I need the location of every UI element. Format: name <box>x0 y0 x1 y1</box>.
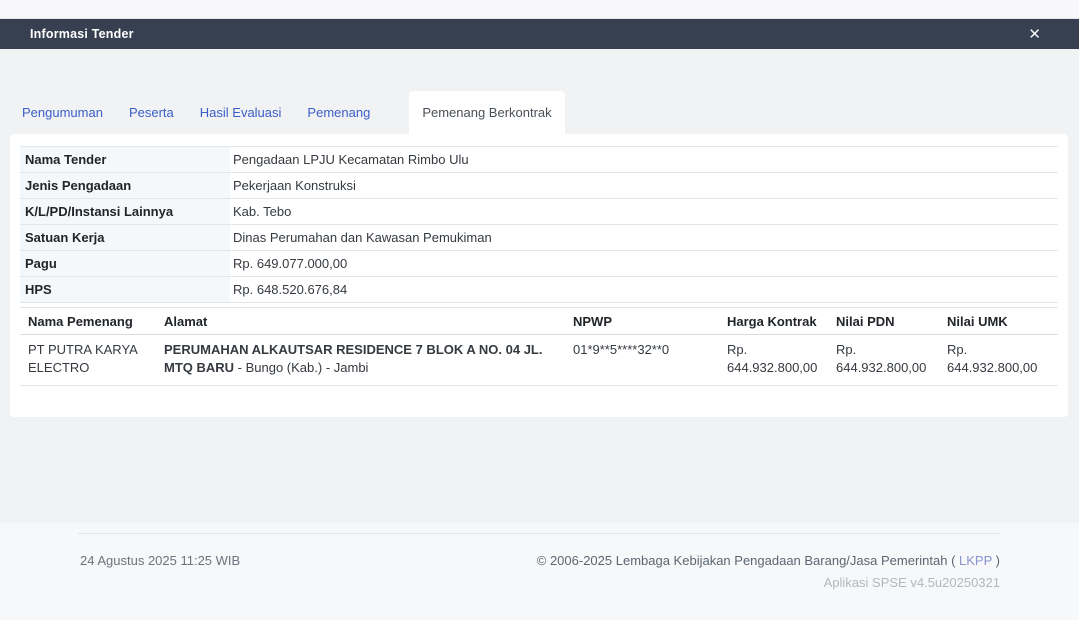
page-top-strip <box>0 0 1079 19</box>
col-header-nilai-pdn: Nilai PDN <box>828 307 939 335</box>
tab-bar: Pengumuman Peserta Hasil Evaluasi Pemena… <box>9 91 565 134</box>
lkpp-link[interactable]: LKPP <box>959 553 993 568</box>
detail-label-jenis-pengadaan: Jenis Pengadaan <box>20 172 230 199</box>
tender-details-table: Nama Tender Pengadaan LPJU Kecamatan Rim… <box>20 146 1058 303</box>
detail-label-satuan-kerja: Satuan Kerja <box>20 224 230 251</box>
tab-pengumuman[interactable]: Pengumuman <box>22 105 103 120</box>
footer-copyright-line: © 2006-2025 Lembaga Kebijakan Pengadaan … <box>537 553 1000 568</box>
detail-value-nama-tender: Pengadaan LPJU Kecamatan Rimbo Ulu <box>230 146 1058 173</box>
tab-pemenang-berkontrak[interactable]: Pemenang Berkontrak <box>409 91 565 134</box>
detail-value-jenis-pengadaan: Pekerjaan Konstruksi <box>230 172 1058 199</box>
col-header-nilai-umk: Nilai UMK <box>939 307 1058 335</box>
detail-value-pagu: Rp. 649.077.000,00 <box>230 250 1058 277</box>
tab-hasil-evaluasi[interactable]: Hasil Evaluasi <box>199 105 282 120</box>
detail-value-instansi: Kab. Tebo <box>230 198 1058 225</box>
detail-label-hps: HPS <box>20 276 230 303</box>
winners-table: Nama Pemenang Alamat NPWP Harga Kontrak … <box>20 307 1058 386</box>
winner-npwp-cell: 01*9**5****32**0 <box>565 334 719 386</box>
winner-address-region: - Bungo (Kab.) - Jambi <box>234 360 369 375</box>
close-icon[interactable]: ✕ <box>1028 24 1041 43</box>
table-row: PT PUTRA KARYA ELECTRO PERUMAHAN ALKAUTS… <box>20 334 1058 386</box>
copyright-suffix: ) <box>992 553 1000 568</box>
table-row: HPS Rp. 648.520.676,84 <box>20 276 1058 303</box>
footer-timestamp: 24 Agustus 2025 11:25 WIB <box>80 553 241 568</box>
table-row: Pagu Rp. 649.077.000,00 <box>20 250 1058 277</box>
winner-address-street: PERUMAHAN ALKAUTSAR RESIDENCE 7 BLOK A N… <box>164 342 543 375</box>
detail-label-nama-tender: Nama Tender <box>20 146 230 173</box>
modal-title: Informasi Tender <box>30 27 134 41</box>
table-row: Satuan Kerja Dinas Perumahan dan Kawasan… <box>20 224 1058 251</box>
winner-nilai-umk-cell: Rp. 644.932.800,00 <box>939 334 1058 386</box>
col-header-nama-pemenang: Nama Pemenang <box>20 307 156 335</box>
modal-header: Informasi Tender ✕ <box>0 19 1079 49</box>
winner-nilai-pdn-cell: Rp. 644.932.800,00 <box>828 334 939 386</box>
table-row: Jenis Pengadaan Pekerjaan Konstruksi <box>20 172 1058 199</box>
detail-label-pagu: Pagu <box>20 250 230 277</box>
tender-info-panel: Nama Tender Pengadaan LPJU Kecamatan Rim… <box>10 134 1068 417</box>
table-row: K/L/PD/Instansi Lainnya Kab. Tebo <box>20 198 1058 225</box>
winner-harga-kontrak-cell: Rp. 644.932.800,00 <box>719 334 828 386</box>
winner-name-cell: PT PUTRA KARYA ELECTRO <box>20 334 156 386</box>
tab-pemenang[interactable]: Pemenang <box>307 105 371 120</box>
col-header-npwp: NPWP <box>565 307 719 335</box>
detail-label-instansi: K/L/PD/Instansi Lainnya <box>20 198 230 225</box>
col-header-harga-kontrak: Harga Kontrak <box>719 307 828 335</box>
tab-peserta[interactable]: Peserta <box>128 105 174 120</box>
table-row: Nama Tender Pengadaan LPJU Kecamatan Rim… <box>20 146 1058 173</box>
col-header-alamat: Alamat <box>156 307 565 335</box>
app-version-text: Aplikasi SPSE v4.5u20250321 <box>823 575 1000 590</box>
detail-value-satuan-kerja: Dinas Perumahan dan Kawasan Pemukiman <box>230 224 1058 251</box>
footer-copyright-block: © 2006-2025 Lembaga Kebijakan Pengadaan … <box>537 553 1000 590</box>
footer-content: 24 Agustus 2025 11:25 WIB © 2006-2025 Le… <box>78 533 1000 590</box>
winners-header-row: Nama Pemenang Alamat NPWP Harga Kontrak … <box>20 307 1058 335</box>
detail-value-hps: Rp. 648.520.676,84 <box>230 276 1058 303</box>
copyright-text: © 2006-2025 Lembaga Kebijakan Pengadaan … <box>536 553 960 568</box>
page-footer: 24 Agustus 2025 11:25 WIB © 2006-2025 Le… <box>0 523 1079 620</box>
winner-address-cell: PERUMAHAN ALKAUTSAR RESIDENCE 7 BLOK A N… <box>156 334 565 386</box>
